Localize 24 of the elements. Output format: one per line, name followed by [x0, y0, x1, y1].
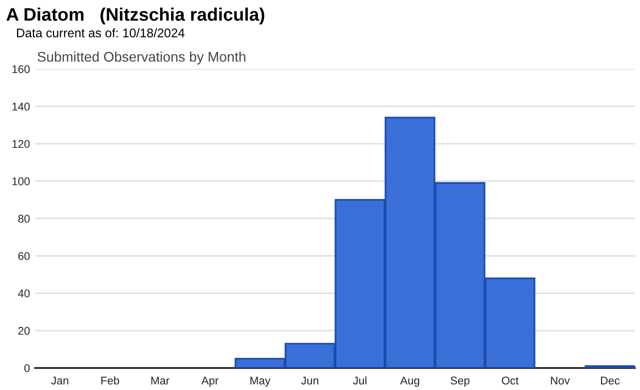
x-tick-label: Mar: [151, 376, 170, 384]
x-tick-label: Jun: [301, 376, 318, 384]
x-tick-label: Sep: [450, 376, 470, 387]
y-tick-label: 40: [18, 290, 30, 298]
x-tick-label: Jul: [353, 376, 366, 384]
y-tick-label: 140: [12, 102, 30, 111]
y-tick-label: 0: [24, 364, 30, 372]
text: Submitted Observations by Month: [38, 52, 246, 64]
y-tick-label: 20: [18, 326, 30, 335]
x-tick-label: Apr: [201, 376, 218, 387]
x-tick-label: Feb: [101, 376, 120, 384]
x-tick-label: Aug: [400, 376, 420, 387]
y-tick-label: 100: [12, 177, 30, 186]
y-tick-label: 60: [18, 252, 30, 260]
chart-subtitle: Data current as of: 10/18/2024: [17, 28, 184, 38]
chart-title: A Diatom (Nitzschia radicula): [6, 8, 264, 24]
y-tick-label: 160: [12, 65, 30, 74]
y-tick-label: 80: [18, 214, 30, 223]
x-tick-label: May: [250, 376, 270, 387]
y-tick-label: 120: [12, 140, 30, 148]
x-tick-label: Nov: [551, 376, 570, 384]
x-tick-label: Jan: [51, 376, 68, 384]
x-tick-label: Oct: [502, 376, 519, 384]
x-tick-label: Dec: [601, 376, 620, 384]
